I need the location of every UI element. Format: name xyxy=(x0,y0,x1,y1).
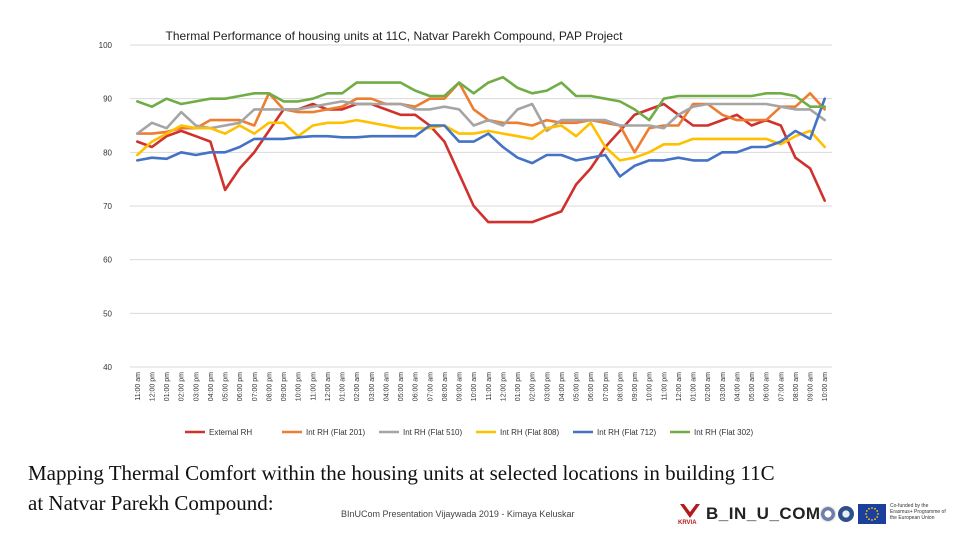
x-tick-label: 06:00 pm xyxy=(588,372,595,401)
x-tick-label: 03:00 am xyxy=(369,372,376,401)
x-tick-label: 10:00 am xyxy=(822,372,829,401)
y-tick-label: 90 xyxy=(103,95,112,104)
x-tick-label: 05:00 pm xyxy=(574,372,581,401)
x-tick-label: 06:00 pm xyxy=(237,372,244,401)
x-tick-label: 07:00 am xyxy=(778,372,785,401)
x-tick-label: 05:00 pm xyxy=(223,372,230,401)
x-tick-label: 01:00 am xyxy=(691,372,698,401)
x-tick-label: 10:00 am xyxy=(471,372,478,401)
legend-label: Int RH (Flat 201) xyxy=(306,428,365,437)
x-tick-label: 02:00 pm xyxy=(179,372,186,401)
y-tick-label: 100 xyxy=(99,41,113,50)
x-tick-label: 06:00 am xyxy=(413,372,420,401)
x-tick-label: 09:00 am xyxy=(457,372,464,401)
x-tick-label: 09:00 pm xyxy=(632,372,639,401)
eu-star xyxy=(871,519,873,521)
y-tick-label: 50 xyxy=(103,309,112,318)
x-tick-label: 05:00 am xyxy=(749,372,756,401)
legend: External RH Int RH (Flat 201) Int RH (Flat… xyxy=(185,428,753,437)
y-tick-label: 40 xyxy=(103,363,112,372)
eu-star xyxy=(871,507,873,509)
grid xyxy=(130,44,832,368)
eu-star xyxy=(868,518,870,521)
eu-flag-icon xyxy=(858,504,886,524)
x-tick-label: 04:00 pm xyxy=(559,372,566,401)
x-tick-label: 10:00 pm xyxy=(647,372,654,401)
krvia-logo-text: KRVIA xyxy=(678,520,697,526)
eu-star xyxy=(865,510,868,512)
x-tick-label: 04:00 am xyxy=(734,372,741,401)
binucom-logo: B_IN_U_COM xyxy=(706,504,821,523)
x-tick-label: 05:00 am xyxy=(398,372,405,401)
x-tick-label: 11:00 pm xyxy=(661,372,668,401)
eu-star xyxy=(865,513,867,515)
x-tick-label: 09:00 pm xyxy=(281,372,288,401)
x-tick-label: 04:00 pm xyxy=(208,372,215,401)
x-tick-label: 07:00 am xyxy=(427,372,434,401)
x-tick-label: 12:00 pm xyxy=(149,372,156,401)
x-tick-label: 02:00 am xyxy=(354,372,361,401)
partner-logo-icon xyxy=(838,506,854,522)
eu-star xyxy=(877,513,879,515)
legend-label: Int RH (Flat 510) xyxy=(403,428,462,437)
x-tick-label: 12:00 am xyxy=(676,372,683,401)
eu-star xyxy=(868,507,870,510)
heading-line-2: at Natvar Parekh Compound: xyxy=(28,491,274,515)
partner-logo-icon xyxy=(820,506,836,522)
series-line xyxy=(136,100,827,135)
y-tick-label: 60 xyxy=(103,256,112,265)
eu-star xyxy=(876,516,879,518)
chart-title: Thermal Performance of housing units at … xyxy=(166,29,624,43)
eu-star xyxy=(874,507,876,510)
eu-star xyxy=(876,510,879,512)
eu-star xyxy=(874,518,876,521)
x-tick-label: 01:00 am xyxy=(340,372,347,401)
y-axis: 40 50 60 70 80 90 100 xyxy=(99,41,113,372)
x-tick-label: 11:00 am xyxy=(486,372,493,401)
series-line xyxy=(136,97,827,178)
y-tick-label: 80 xyxy=(103,148,112,157)
x-tick-label: 06:00 am xyxy=(764,372,771,401)
series-line xyxy=(136,118,827,162)
x-tick-label: 10:00 pm xyxy=(296,372,303,401)
x-tick-label: 07:00 pm xyxy=(603,372,610,401)
x-tick-label: 08:00 pm xyxy=(617,372,624,401)
x-tick-label: 07:00 pm xyxy=(252,372,259,401)
x-tick-label: 12:00 am xyxy=(325,372,332,401)
legend-label: External RH xyxy=(209,428,252,437)
x-tick-label: 08:00 pm xyxy=(266,372,273,401)
series-line xyxy=(136,75,827,122)
x-tick-label: 04:00 am xyxy=(383,372,390,401)
x-tick-label: 02:00 am xyxy=(705,372,712,401)
x-tick-label: 02:00 pm xyxy=(530,372,537,401)
x-tick-label: 12:00 pm xyxy=(500,372,507,401)
x-tick-label: 11:00 pm xyxy=(310,372,317,401)
x-tick-label: 08:00 am xyxy=(793,372,800,401)
x-tick-label: 11:00 am xyxy=(135,372,142,401)
y-tick-label: 70 xyxy=(103,202,112,211)
presentation-credit: BInUCom Presentation Vijaywada 2019 - Ki… xyxy=(341,509,575,519)
krvia-logo-icon xyxy=(680,504,700,518)
legend-label: Int RH (Flat 808) xyxy=(500,428,559,437)
eu-funding-text: Co-funded by the Erasmus+ Programme of t… xyxy=(890,503,946,521)
logo-strip: KRVIA B_IN_U_COM Co-funded by the Erasmu… xyxy=(678,500,948,532)
x-tick-label: 03:00 am xyxy=(720,372,727,401)
series-line xyxy=(136,81,827,154)
chart: Thermal Performance of housing units at … xyxy=(99,29,832,437)
x-tick-label: 01:00 pm xyxy=(515,372,522,401)
x-tick-label: 01:00 pm xyxy=(164,372,171,401)
x-tick-label: 08:00 am xyxy=(442,372,449,401)
x-tick-label: 03:00 pm xyxy=(193,372,200,401)
x-axis: 11:00 am 12:00 pm 01:00 pm 02:00 pm 03:00 pm… xyxy=(135,372,829,401)
x-tick-label: 03:00 pm xyxy=(544,372,551,401)
plot-area xyxy=(136,75,827,224)
page-heading: Mapping Thermal Comfort within the housi… xyxy=(28,458,948,518)
series-line xyxy=(136,102,827,224)
heading-line-1: Mapping Thermal Comfort within the housi… xyxy=(28,461,775,485)
legend-label: Int RH (Flat 712) xyxy=(597,428,656,437)
eu-star xyxy=(865,516,868,518)
x-tick-label: 09:00 am xyxy=(808,372,815,401)
legend-label: Int RH (Flat 302) xyxy=(694,428,753,437)
